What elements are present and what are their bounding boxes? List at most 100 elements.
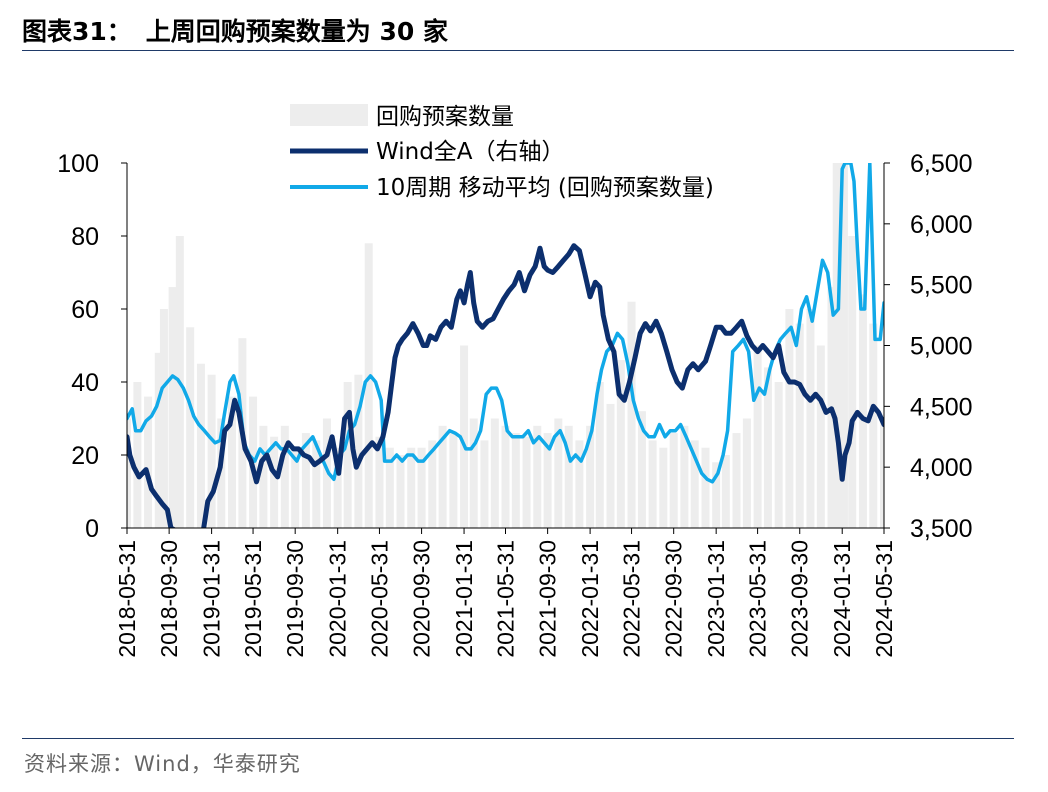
legend-swatch-bars xyxy=(290,104,368,126)
bar-74 xyxy=(880,418,884,528)
bar-15 xyxy=(270,436,279,528)
bar-44 xyxy=(575,440,584,528)
x-tick-label: 2019-05-31 xyxy=(240,540,266,658)
bar-42 xyxy=(554,418,563,528)
legend-label: 10周期 移动平均 (回购预案数量) xyxy=(376,175,714,201)
left-tick-label: 0 xyxy=(85,515,99,543)
bar-24 xyxy=(364,243,373,528)
bar-62 xyxy=(763,367,772,528)
source-rule xyxy=(22,738,1014,739)
x-tick-label: 2024-01-31 xyxy=(829,540,855,658)
source-note: 资料来源：Wind，华泰研究 xyxy=(24,752,301,776)
bar-50 xyxy=(637,411,646,528)
bar-17 xyxy=(291,447,300,528)
bar-34 xyxy=(469,418,478,528)
bar-70 xyxy=(839,163,848,528)
bar-32 xyxy=(449,433,458,528)
bar-54 xyxy=(680,425,689,528)
axes: 0 20 40 60 80 100 3,500 4,000 4,500 5,000 5,500 6,0… xyxy=(57,150,972,658)
legend-label: 回购预案数量 xyxy=(376,104,514,130)
right-tick-label: 6,000 xyxy=(910,211,973,239)
x-tick-label: 2023-01-31 xyxy=(703,540,729,658)
left-tick-label: 80 xyxy=(71,223,99,251)
bar-30 xyxy=(428,440,437,528)
bar-38 xyxy=(511,433,520,528)
bar-14 xyxy=(259,425,268,528)
x-tick-label: 2018-05-31 xyxy=(114,540,140,658)
bar-0 xyxy=(127,418,131,528)
bar-16 xyxy=(280,425,289,528)
bar-11 xyxy=(227,396,236,528)
bar-72 xyxy=(858,294,867,528)
right-tick-label: 5,000 xyxy=(910,333,973,361)
bar-5 xyxy=(168,287,177,528)
bar-37 xyxy=(501,425,510,528)
bar-23 xyxy=(354,374,363,528)
bar-35 xyxy=(480,440,489,528)
bar-series xyxy=(127,163,884,528)
x-tick-label: 2019-01-31 xyxy=(199,540,225,658)
bar-25 xyxy=(375,436,384,528)
right-tick-label: 4,500 xyxy=(910,393,973,421)
right-tick-label: 5,500 xyxy=(910,272,973,300)
bar-18 xyxy=(301,433,310,528)
bar-39 xyxy=(522,436,531,528)
bar-33 xyxy=(460,345,469,528)
bar-43 xyxy=(564,425,573,528)
bar-61 xyxy=(753,345,762,528)
x-tick-label: 2020-09-30 xyxy=(409,540,435,658)
bar-46 xyxy=(595,382,604,528)
bar-69 xyxy=(832,163,841,528)
x-tick-label: 2022-09-30 xyxy=(661,540,687,658)
bar-41 xyxy=(543,433,552,528)
bar-7 xyxy=(186,327,195,528)
x-tick-label: 2023-09-30 xyxy=(787,540,813,658)
bar-66 xyxy=(806,309,815,528)
bar-29 xyxy=(417,447,426,528)
bar-73 xyxy=(869,323,878,528)
bar-45 xyxy=(586,425,595,528)
bar-36 xyxy=(490,418,499,528)
bar-51 xyxy=(648,440,657,528)
bar-58 xyxy=(721,455,730,528)
bar-27 xyxy=(396,455,405,528)
bar-53 xyxy=(669,433,678,528)
bar-28 xyxy=(407,447,416,528)
left-tick-label: 40 xyxy=(71,369,99,397)
x-tick-label: 2020-05-31 xyxy=(366,540,392,658)
chart-canvas: 0 20 40 60 80 100 3,500 4,000 4,500 5,000 5,500 6,0… xyxy=(57,104,973,658)
left-tick-label: 20 xyxy=(71,442,99,470)
x-tick-label: 2021-01-31 xyxy=(451,540,477,658)
x-tick-label: 2018-09-30 xyxy=(156,540,182,658)
bar-56 xyxy=(701,447,710,528)
x-tick-label: 2022-05-31 xyxy=(619,540,645,658)
title-rule xyxy=(22,50,1014,51)
bar-64 xyxy=(785,309,794,528)
bar-48 xyxy=(616,360,625,528)
bar-47 xyxy=(606,403,615,528)
bar-4 xyxy=(159,309,168,528)
line-series xyxy=(127,163,884,528)
bar-10 xyxy=(217,418,226,528)
bar-71 xyxy=(848,236,857,528)
bar-8 xyxy=(196,363,205,528)
right-tick-label: 4,000 xyxy=(910,454,973,482)
left-tick-label: 100 xyxy=(57,150,99,178)
chart-title: 图表31： 上周回购预案数量为 30 家 xyxy=(22,12,448,48)
wind-a-line xyxy=(127,243,884,528)
bar-55 xyxy=(690,440,699,528)
x-tick-label: 2021-09-30 xyxy=(535,540,561,658)
bar-49 xyxy=(627,301,636,528)
bar-67 xyxy=(816,345,825,528)
bar-52 xyxy=(659,447,668,528)
bar-59 xyxy=(732,433,741,528)
right-tick-label: 3,500 xyxy=(910,515,973,543)
bar-2 xyxy=(144,396,153,528)
bar-63 xyxy=(774,382,783,528)
bar-1 xyxy=(133,382,142,528)
bar-3 xyxy=(154,352,163,528)
bar-26 xyxy=(385,447,394,528)
left-tick-label: 60 xyxy=(71,296,99,324)
x-tick-label: 2022-01-31 xyxy=(577,540,603,658)
legend: 回购预案数量 Wind全A（右轴） 10周期 移动平均 (回购预案数量) xyxy=(290,104,714,201)
